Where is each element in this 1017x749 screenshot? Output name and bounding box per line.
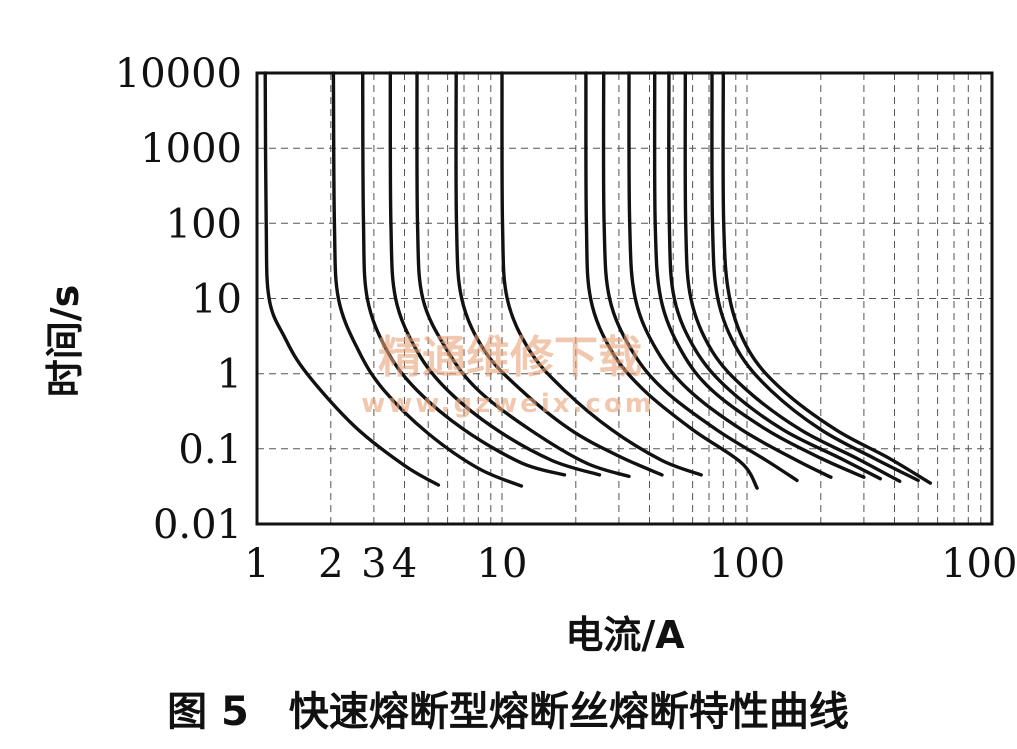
fuse-curve-5 [415,71,631,479]
fuse-curve-15 [721,71,932,485]
x-tick-label: 4 [392,541,417,587]
fuse-curve-6 [454,71,664,477]
fuse-curve-12 [667,71,882,481]
curves-layer [263,71,932,490]
watermark-url: www.gzweix.com [361,389,655,419]
fuse-curve-1 [263,71,441,487]
fuse-curve-13 [683,71,902,483]
x-tick-label: 1000 [941,541,1017,587]
x-tick-label: 100 [709,541,785,587]
fuse-curve-7 [500,71,703,477]
plot-frame [255,71,994,526]
fuse-curve-2 [331,71,524,488]
watermark: 精通维修下载 www.gzweix.com [361,332,655,419]
x-tick-label: 2 [318,541,343,587]
fuse-curve-11 [652,71,866,479]
y-tick-label: 1000 [140,126,242,172]
fuse-curve-10 [627,71,833,479]
fuse-curve-9 [601,71,799,483]
y-axis-label: 时间/s [43,285,87,398]
fuse-curve-3 [361,71,567,477]
watermark-title: 精通维修下载 [378,332,642,383]
figure-caption: 图 5 快速熔断型熔断丝熔断特性曲线 [167,689,849,735]
fuse-curve-14 [710,71,920,483]
fuse-curve-8 [584,71,759,490]
y-tick-label: 10 [191,277,242,323]
x-tick-label: 10 [477,541,528,587]
x-tick-label: 1 [244,541,269,587]
y-tick-label: 100 [166,201,242,247]
fuse-curve-4 [388,71,602,477]
y-tick-label: 1 [217,352,242,398]
x-tick-labels: 1 234 10 100 1000 [244,541,1017,587]
x-tick-label: 3 [361,541,386,587]
y-tick-label: 0.1 [178,427,242,473]
x-axis-label: 电流/A [565,613,685,657]
y-tick-label: 10000 [115,51,242,97]
y-tick-labels: 10000 1000 100 10 1 0.1 0.01 [115,51,242,548]
y-tick-label: 0.01 [153,502,242,548]
